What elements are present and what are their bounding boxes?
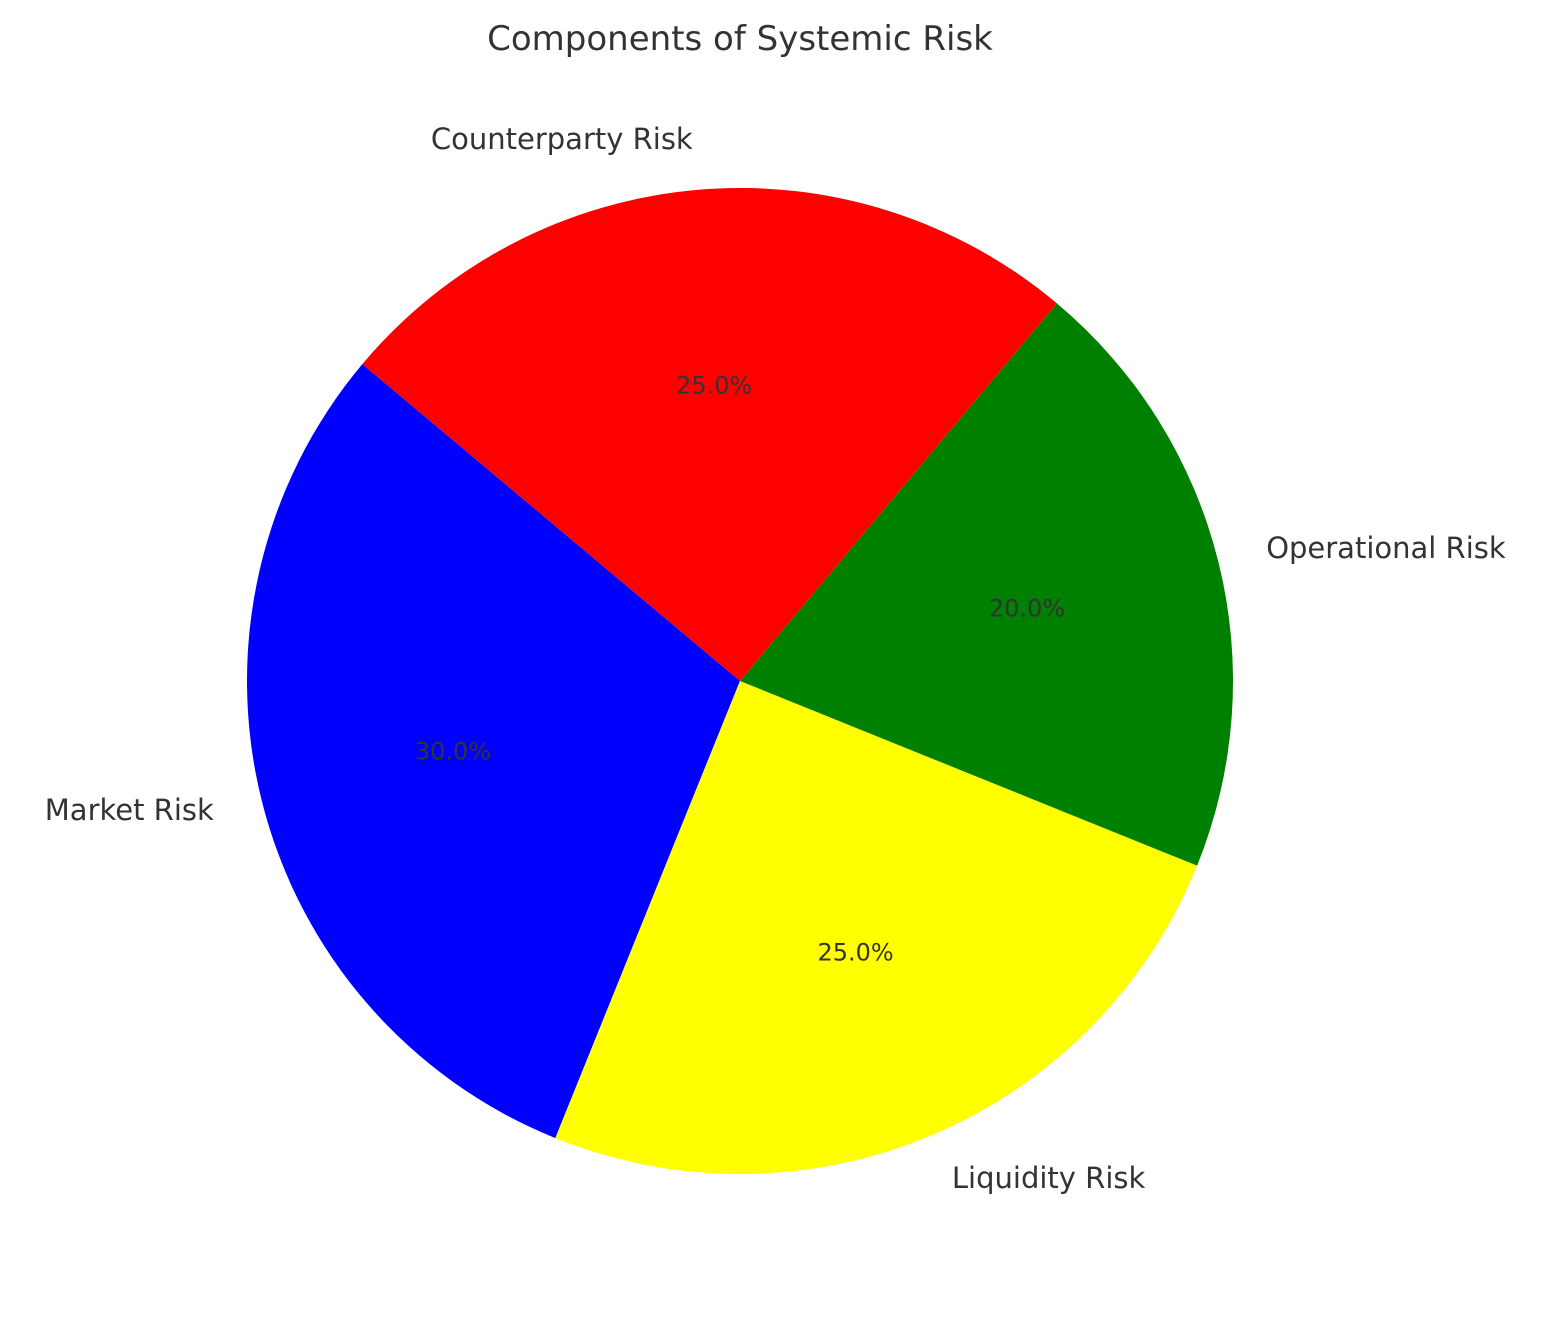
pie-slice-counterparty-risk [362, 187, 1057, 681]
pie-labels: Market Risk 30.0% Liquidity Risk 25.0% Opera… [45, 122, 1506, 1195]
slice-label-market-risk: Market Risk [45, 793, 214, 827]
slice-label-counterparty-risk: Counterparty Risk [431, 122, 693, 156]
pie-slices [246, 187, 1233, 1174]
slice-percent-counterparty-risk: 25.0% [676, 371, 752, 399]
pie-slice-liquidity-risk [555, 681, 1198, 1174]
slice-label-liquidity-risk: Liquidity Risk [952, 1161, 1146, 1195]
pie-slice-operational-risk [740, 303, 1233, 866]
chart-title: Components of Systemic Risk [487, 19, 993, 59]
pie-slice-market-risk [246, 364, 740, 1139]
slice-percent-market-risk: 30.0% [415, 738, 491, 766]
slice-label-operational-risk: Operational Risk [1266, 531, 1506, 565]
slice-percent-operational-risk: 20.0% [989, 594, 1065, 622]
slice-percent-liquidity-risk: 25.0% [817, 938, 893, 966]
